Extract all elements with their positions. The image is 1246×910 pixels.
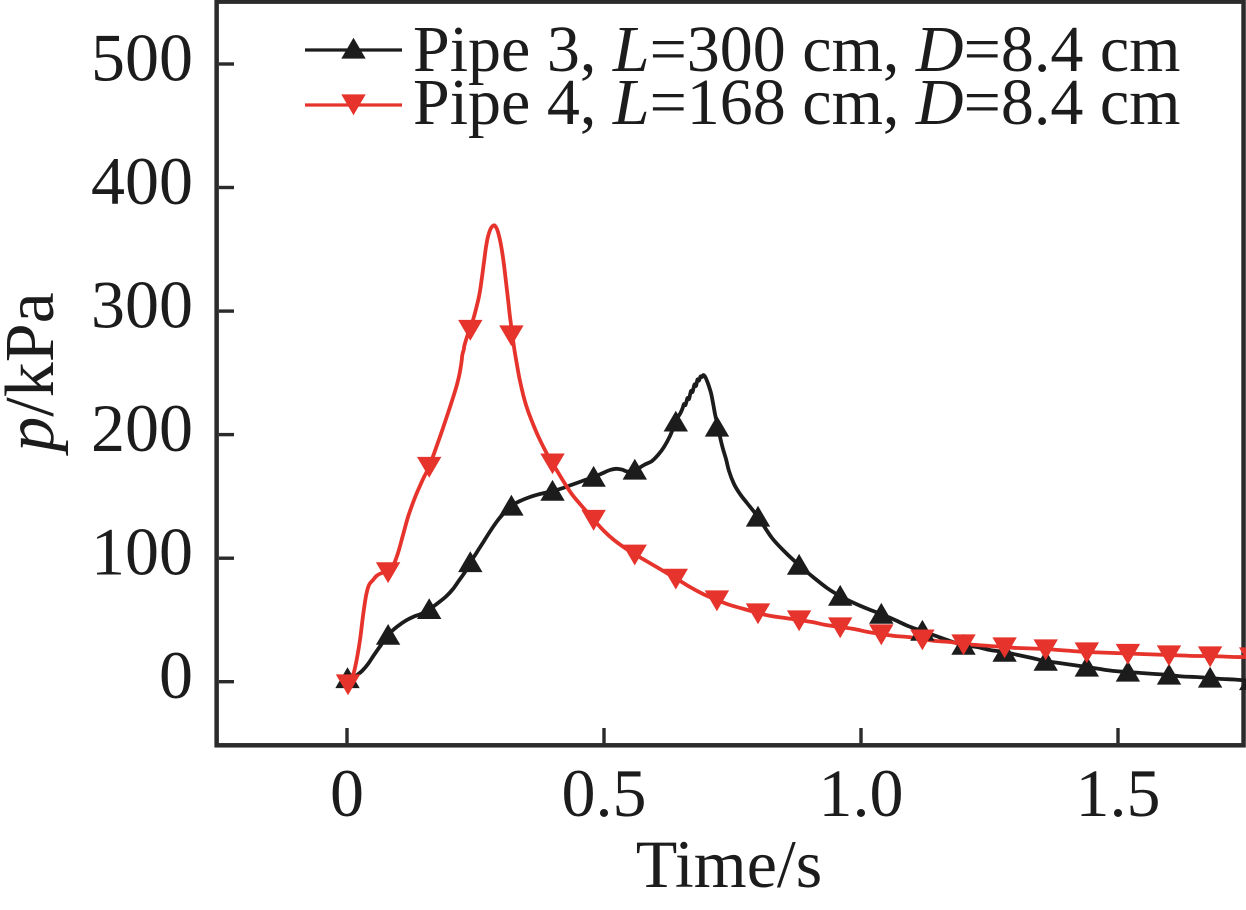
svg-text:1.5: 1.5 [1076,755,1161,831]
svg-text:Pipe 4, L=168 cm, D=8.4 cm: Pipe 4, L=168 cm, D=8.4 cm [413,66,1180,139]
svg-text:300: 300 [91,267,193,343]
svg-text:400: 400 [91,143,193,219]
svg-text:1.0: 1.0 [819,755,904,831]
svg-text:200: 200 [91,390,193,466]
svg-text:Time/s: Time/s [636,826,822,902]
svg-text:100: 100 [91,514,193,590]
svg-text:0: 0 [159,637,193,713]
svg-text:0.5: 0.5 [562,755,647,831]
svg-text:500: 500 [91,20,193,96]
svg-text:0: 0 [330,755,364,831]
svg-text:Pipe 3, L=300 cm, D=8.4 cm: Pipe 3, L=300 cm, D=8.4 cm [413,13,1180,86]
svg-text:p/kPa: p/kPa [0,292,69,456]
